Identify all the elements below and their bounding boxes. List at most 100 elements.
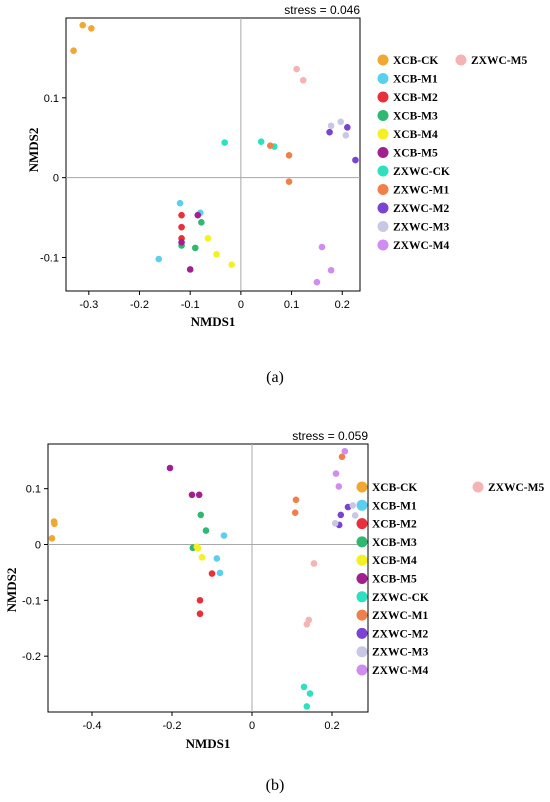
data-point [327, 122, 335, 130]
y-tick-label: -0.1 [40, 252, 59, 264]
legend-label: ZXWC-M3 [393, 222, 449, 234]
legend-marker [356, 481, 368, 493]
legend-item: XCB-M5 [356, 573, 417, 586]
legend-marker [377, 147, 389, 158]
data-point [166, 464, 174, 472]
legend-item: ZXWC-M2 [356, 627, 428, 640]
data-point [48, 535, 56, 542]
legend-item: XCB-CK [377, 54, 438, 67]
legend-label: XCB-M2 [393, 92, 438, 104]
data-point [196, 597, 204, 604]
data-point [313, 278, 321, 286]
legend-item: ZXWC-CK [356, 591, 429, 604]
data-point [344, 124, 351, 131]
legend-marker [377, 165, 389, 177]
data-point [202, 527, 210, 534]
legend-item: XCB-M4 [377, 128, 438, 141]
legend-label: XCB-M3 [393, 111, 438, 123]
data-point [193, 543, 201, 551]
plot-frame-b [47, 443, 369, 713]
legend-item: XCB-M3 [356, 536, 417, 549]
data-point [88, 25, 95, 32]
legend-marker [356, 664, 368, 676]
legend-marker [356, 609, 368, 621]
y-tick-label: -0.1 [22, 595, 41, 607]
data-point [285, 151, 293, 159]
data-point [228, 261, 236, 268]
x-tick-label: -0.1 [181, 299, 200, 311]
legend-label: XCB-M4 [372, 555, 417, 567]
x-tick-label: -0.2 [130, 299, 149, 311]
x-ticks-b: -0.4 -0.2 0 0.2 [83, 712, 340, 732]
legend-label: ZXWC-M3 [372, 647, 428, 659]
stress-label-a: stress = 0.046 [284, 3, 360, 17]
legend-item: XCB-M3 [377, 110, 438, 123]
legend-item: XCB-CK [356, 481, 417, 494]
legend-item: ZXWC-M4 [356, 664, 428, 677]
data-point [186, 266, 194, 273]
legend-label: XCB-M1 [393, 74, 438, 86]
legend-label: ZXWC-CK [393, 166, 450, 178]
points-b [48, 447, 359, 710]
y-tick-label: 0 [53, 173, 59, 185]
legend-item: XCB-M2 [356, 518, 417, 531]
data-point [213, 555, 221, 562]
data-point [220, 532, 228, 539]
data-point [216, 569, 224, 577]
data-point [338, 453, 346, 461]
legend-label: ZXWC-M4 [372, 665, 428, 677]
legend-marker [455, 54, 467, 66]
data-point [188, 491, 196, 499]
data-point [349, 502, 357, 509]
data-point [194, 211, 202, 219]
x-tick-label: -0.2 [163, 720, 182, 732]
y-axis-label-a: NMDS2 [26, 128, 41, 173]
x-tick-label: 0.2 [324, 720, 339, 732]
legend-item: XCB-M1 [356, 499, 417, 512]
legend-label: XCB-M5 [372, 574, 417, 586]
data-point [351, 512, 359, 519]
x-tick-label: 0 [238, 299, 244, 311]
legend-label: XCB-M3 [372, 537, 417, 549]
legend-marker [472, 481, 484, 493]
data-point [198, 219, 205, 226]
data-point [337, 118, 345, 126]
data-point [327, 266, 335, 274]
y-tick-label: 0.1 [44, 93, 59, 105]
data-point [342, 132, 350, 139]
legend-marker [377, 202, 389, 214]
data-point [331, 519, 339, 527]
legend-marker [356, 536, 368, 548]
data-point [303, 703, 311, 710]
panel-b: stress = 0.059 -0.4 -0.2 0 0.2 -0.2 -0.1 0 0.1… [4, 429, 544, 794]
data-point [196, 610, 204, 618]
panel-label-a: (a) [266, 369, 284, 386]
legend-label: ZXWC-M2 [372, 628, 428, 640]
legend-marker [356, 573, 368, 584]
legend-item: ZXWC-M2 [377, 202, 449, 215]
data-point [306, 690, 314, 697]
y-tick-label: 0 [35, 540, 41, 552]
legend-label: XCB-M4 [393, 129, 438, 141]
data-point [337, 511, 345, 519]
data-point [332, 470, 340, 477]
legend-marker [356, 554, 368, 566]
legend-label: ZXWC-M5 [471, 55, 527, 67]
data-point [178, 239, 185, 246]
data-point [51, 520, 58, 528]
data-point [176, 199, 184, 207]
data-point [318, 243, 326, 251]
x-ticks-a: -0.3 -0.2 -0.1 0 0.1 0.2 [79, 291, 350, 311]
legend-marker [377, 91, 389, 103]
legend-marker [377, 221, 389, 232]
legend-marker [377, 110, 389, 121]
data-point [70, 47, 77, 55]
data-point [197, 511, 205, 519]
legend-item: ZXWC-M1 [356, 609, 428, 622]
data-point [266, 142, 274, 150]
legend-label: ZXWC-CK [372, 592, 429, 604]
data-point [208, 570, 216, 577]
x-tick-label: -0.4 [83, 720, 102, 732]
data-point [285, 178, 293, 185]
